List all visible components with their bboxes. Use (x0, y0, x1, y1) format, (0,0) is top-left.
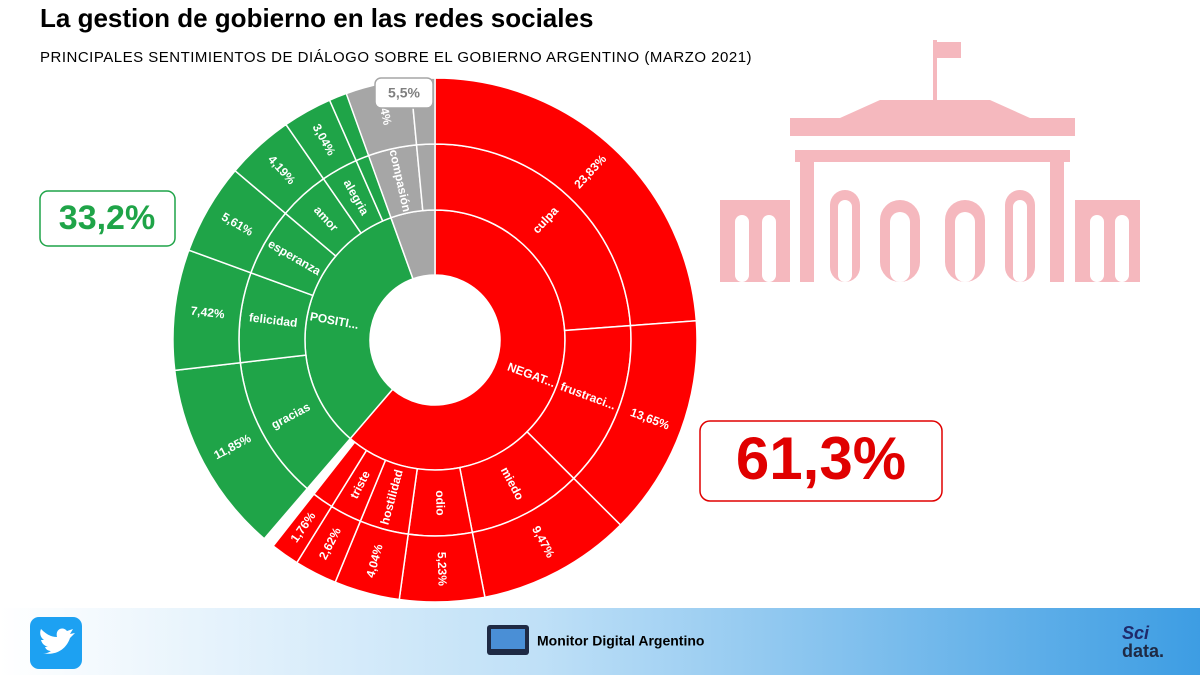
callout-box (374, 77, 434, 109)
sunburst: NEGAT...culpa23,83%frustraci...13,65%mie… (172, 77, 698, 603)
callout-box (699, 420, 943, 502)
building-windows (735, 200, 1129, 282)
child-label: felicidad (248, 310, 298, 330)
title: La gestion de gobierno en las redes soci… (40, 3, 593, 33)
child-label: odio (433, 490, 448, 516)
callout-neutral: 5,5% (388, 85, 420, 101)
leaf-label: 4% (377, 106, 395, 126)
logo-bottom: data. (1122, 641, 1164, 661)
leaf-label: 7,42% (190, 304, 226, 322)
twitter-bird (40, 628, 75, 654)
monitor-screen (491, 629, 525, 649)
footer-brand: Monitor Digital Argentino (537, 633, 704, 649)
logo-top: Sci (1122, 623, 1150, 643)
subtitle: PRINCIPALES SENTIMIENTOS DE DIÁLOGO SOBR… (40, 49, 752, 66)
leaf-arc (272, 493, 333, 564)
callout-positive: 33,2% (59, 199, 155, 237)
callout-negative: 61,3% (736, 425, 906, 492)
footer-band (0, 608, 1200, 675)
callout-box (39, 190, 176, 247)
leaf-label: 5,23% (435, 552, 450, 587)
